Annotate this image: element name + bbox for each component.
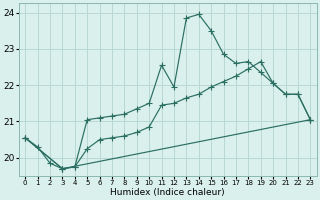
X-axis label: Humidex (Indice chaleur): Humidex (Indice chaleur) (110, 188, 225, 197)
